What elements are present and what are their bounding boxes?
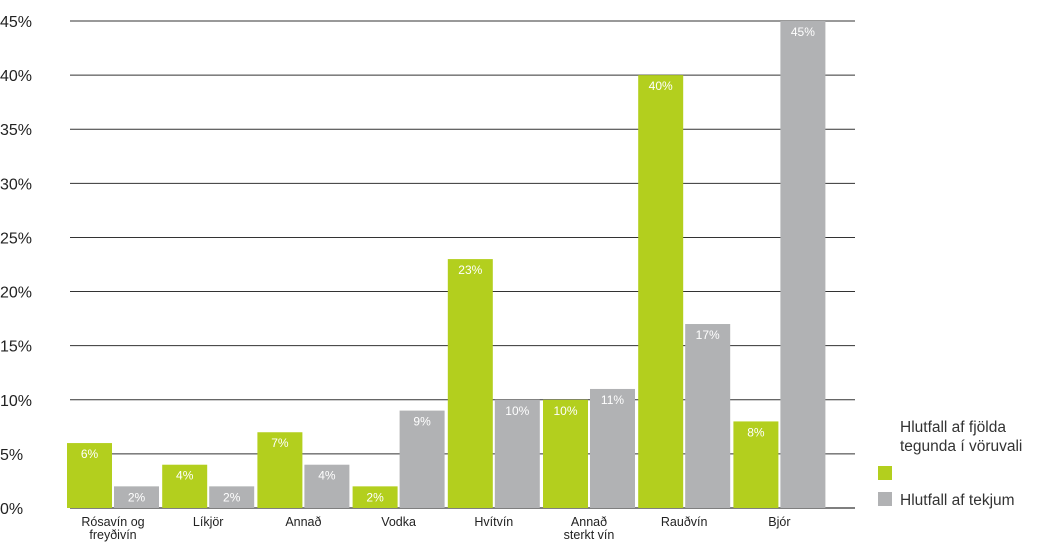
y-tick-label: 35%: [0, 122, 32, 139]
bar-value-label: 10%: [505, 404, 529, 418]
y-tick-label: 15%: [0, 339, 32, 356]
bar-value-label: 2%: [366, 490, 384, 504]
y-axis-ticks: 0% 5% 10% 15% 20% 25% 30% 35% 40% 45%: [0, 14, 32, 518]
bars: [67, 21, 826, 508]
bar-value-label: 17%: [696, 328, 720, 342]
bar-value-label: 8%: [747, 425, 765, 439]
x-tick-label: Vodka: [381, 515, 416, 529]
bar-value-label: 9%: [413, 415, 431, 429]
bar-varieties: [257, 432, 303, 508]
bar-revenue: [304, 464, 350, 508]
bar-value-label: 45%: [791, 25, 815, 39]
x-tick-label: Annað sterkt vín: [564, 515, 615, 542]
legend-label-varieties: Hlutfall af fjölda tegunda í vöruvali: [900, 419, 1022, 455]
y-tick-label: 45%: [0, 14, 32, 31]
bar-value-label: 10%: [553, 404, 577, 418]
legend-swatch-varieties: [878, 466, 892, 480]
y-tick-label: 40%: [0, 68, 32, 85]
bar-varieties: [638, 75, 684, 508]
bar-revenue: [114, 486, 159, 508]
x-tick-label: Annað: [285, 515, 321, 529]
bar-value-label: 7%: [271, 436, 289, 450]
y-tick-label: 30%: [0, 176, 32, 193]
bar-varieties: [733, 421, 779, 508]
bar-varieties: [352, 486, 398, 508]
bar-varieties: [543, 399, 588, 508]
y-tick-label: 5%: [0, 447, 23, 464]
bar-value-label: 4%: [176, 469, 194, 483]
bar-value-label: 2%: [128, 490, 146, 504]
x-axis-ticks: Rósavín og freyðivín Líkjör Annað Vodka Hvítv…: [81, 515, 790, 542]
bar-value-label: 2%: [223, 490, 241, 504]
bar-varieties: [447, 259, 493, 508]
x-tick-label: Rauðvín: [661, 515, 708, 529]
bar-value-label: 11%: [601, 393, 624, 407]
legend-swatch-revenue: [878, 492, 892, 506]
bar-varieties: [162, 464, 208, 508]
x-tick-label: Rósavín og freyðivín: [81, 515, 144, 542]
y-tick-label: 25%: [0, 230, 32, 247]
data-labels: 6% 2% 4% 2% 7% 4% 2% 9% 23% 10% 10% 11% 40% 17% 8% 45%: [81, 25, 815, 504]
x-tick-label: Líkjör: [193, 515, 224, 529]
x-tick-label: Hvítvín: [474, 515, 513, 529]
bar-revenue: [399, 410, 445, 508]
bar-value-label: 4%: [318, 469, 336, 483]
legend-label-revenue: Hlutfall af tekjum: [900, 492, 1015, 509]
bar-revenue: [590, 388, 635, 508]
y-tick-label: 0%: [0, 501, 23, 518]
bar-value-label: 23%: [458, 263, 482, 277]
bar-revenue: [494, 399, 540, 508]
bar-revenue: [209, 486, 255, 508]
bar-revenue: [685, 324, 731, 508]
y-tick-label: 10%: [0, 393, 32, 410]
x-tick-label: Bjór: [768, 515, 790, 529]
y-tick-label: 20%: [0, 285, 32, 302]
bar-value-label: 40%: [649, 79, 673, 93]
legend: Hlutfall af fjölda tegunda í vöruvali Hlut…: [878, 419, 1022, 509]
bar-varieties: [67, 443, 112, 508]
bar-revenue: [780, 21, 826, 508]
bar-value-label: 6%: [81, 447, 99, 461]
